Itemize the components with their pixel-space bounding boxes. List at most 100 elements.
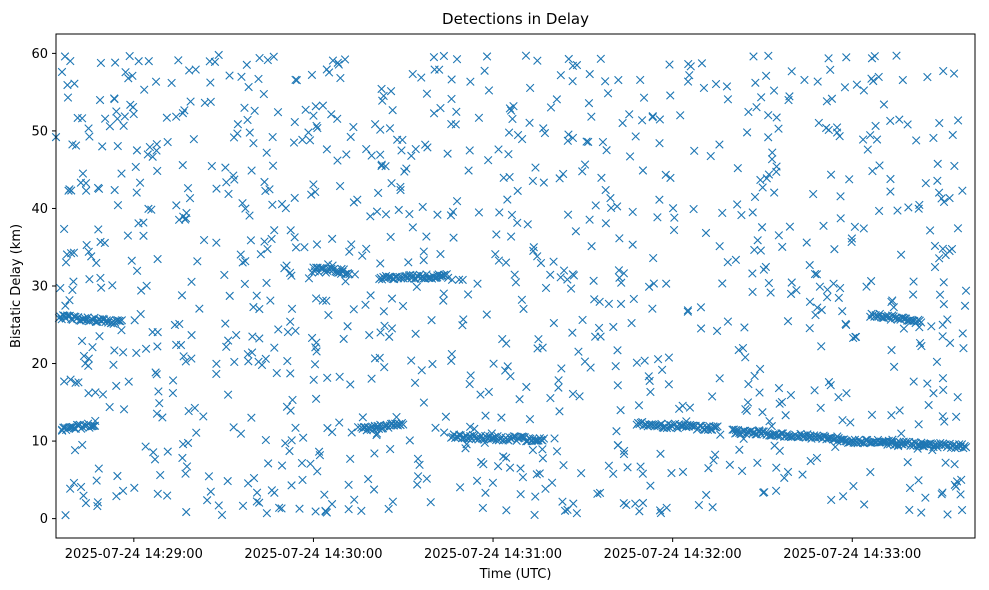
data-point [289, 138, 299, 147]
data-point [840, 83, 850, 92]
data-point [938, 373, 948, 383]
data-point [774, 231, 784, 240]
data-point [132, 146, 142, 155]
x-tick-label: 2025-07-24 14:32:00 [604, 547, 742, 562]
data-point [953, 116, 963, 125]
data-point [141, 344, 151, 353]
data-point [186, 97, 195, 106]
data-point [184, 406, 193, 416]
data-point [254, 498, 264, 507]
data-point [535, 469, 544, 478]
track-point [916, 318, 926, 327]
data-point [753, 458, 762, 467]
data-point [805, 297, 815, 306]
data-point [905, 505, 914, 515]
data-point [568, 389, 578, 399]
data-point [546, 393, 555, 403]
data-point [734, 345, 743, 355]
data-point [422, 89, 432, 98]
data-point [819, 221, 828, 231]
data-point [465, 422, 475, 431]
data-point [638, 498, 648, 508]
data-point [501, 258, 511, 267]
data-point [689, 204, 698, 214]
track-point [117, 316, 127, 325]
data-point [347, 428, 356, 437]
data-point [230, 175, 239, 184]
data-point [506, 232, 516, 241]
data-point [230, 357, 239, 367]
data-point [568, 61, 578, 71]
data-point [899, 324, 909, 333]
data-point [531, 492, 540, 501]
data-point [723, 95, 733, 104]
data-point [292, 76, 302, 85]
data-point [935, 290, 945, 299]
data-point [951, 412, 961, 422]
data-point [598, 137, 608, 147]
data-point [708, 503, 717, 512]
data-point [404, 258, 413, 267]
data-point [387, 178, 396, 188]
data-point [255, 304, 264, 314]
data-point [311, 507, 320, 516]
data-point [91, 388, 100, 397]
data-point [263, 55, 273, 65]
data-point [723, 257, 732, 267]
data-point [625, 152, 635, 161]
data-point [515, 395, 524, 404]
data-point [185, 194, 195, 203]
data-point [889, 362, 899, 372]
track-point [804, 432, 813, 442]
data-point [806, 456, 815, 466]
data-point [151, 368, 160, 377]
data-point [311, 102, 320, 111]
data-point [821, 123, 831, 133]
data-point [214, 501, 223, 510]
data-point [366, 212, 375, 221]
data-point [532, 470, 541, 479]
data-point [585, 69, 594, 79]
data-point [168, 376, 178, 385]
data-point [405, 209, 414, 219]
data-point [463, 290, 473, 299]
data-point [350, 495, 359, 504]
data-point [93, 498, 103, 507]
data-point [852, 80, 862, 89]
data-point [286, 369, 295, 378]
data-point [207, 161, 217, 171]
track-point [539, 434, 549, 443]
data-point [464, 166, 473, 175]
data-point [625, 110, 634, 119]
data-point [163, 447, 172, 456]
data-point [321, 506, 330, 516]
data-point [255, 334, 264, 343]
data-point [250, 106, 259, 115]
track-point [509, 432, 519, 441]
data-point [178, 108, 188, 118]
data-point [358, 413, 368, 422]
data-point [187, 330, 196, 340]
track-point [900, 440, 910, 449]
data-point [786, 289, 796, 299]
data-point [249, 138, 258, 148]
data-point [298, 135, 307, 145]
data-point [552, 95, 562, 104]
data-point [142, 281, 151, 290]
data-point [546, 270, 555, 279]
x-tick-label: 2025-07-24 14:29:00 [65, 547, 203, 562]
data-point [431, 423, 440, 432]
data-point [494, 256, 504, 265]
data-point [667, 468, 676, 478]
data-point [327, 110, 336, 119]
data-point [813, 77, 822, 86]
data-point [182, 507, 191, 517]
data-point [273, 108, 283, 117]
data-point [552, 447, 562, 456]
data-point [874, 72, 883, 82]
data-point [426, 498, 435, 507]
data-point [376, 150, 385, 159]
data-point [614, 75, 623, 85]
data-point [909, 277, 918, 286]
data-point [153, 254, 162, 264]
